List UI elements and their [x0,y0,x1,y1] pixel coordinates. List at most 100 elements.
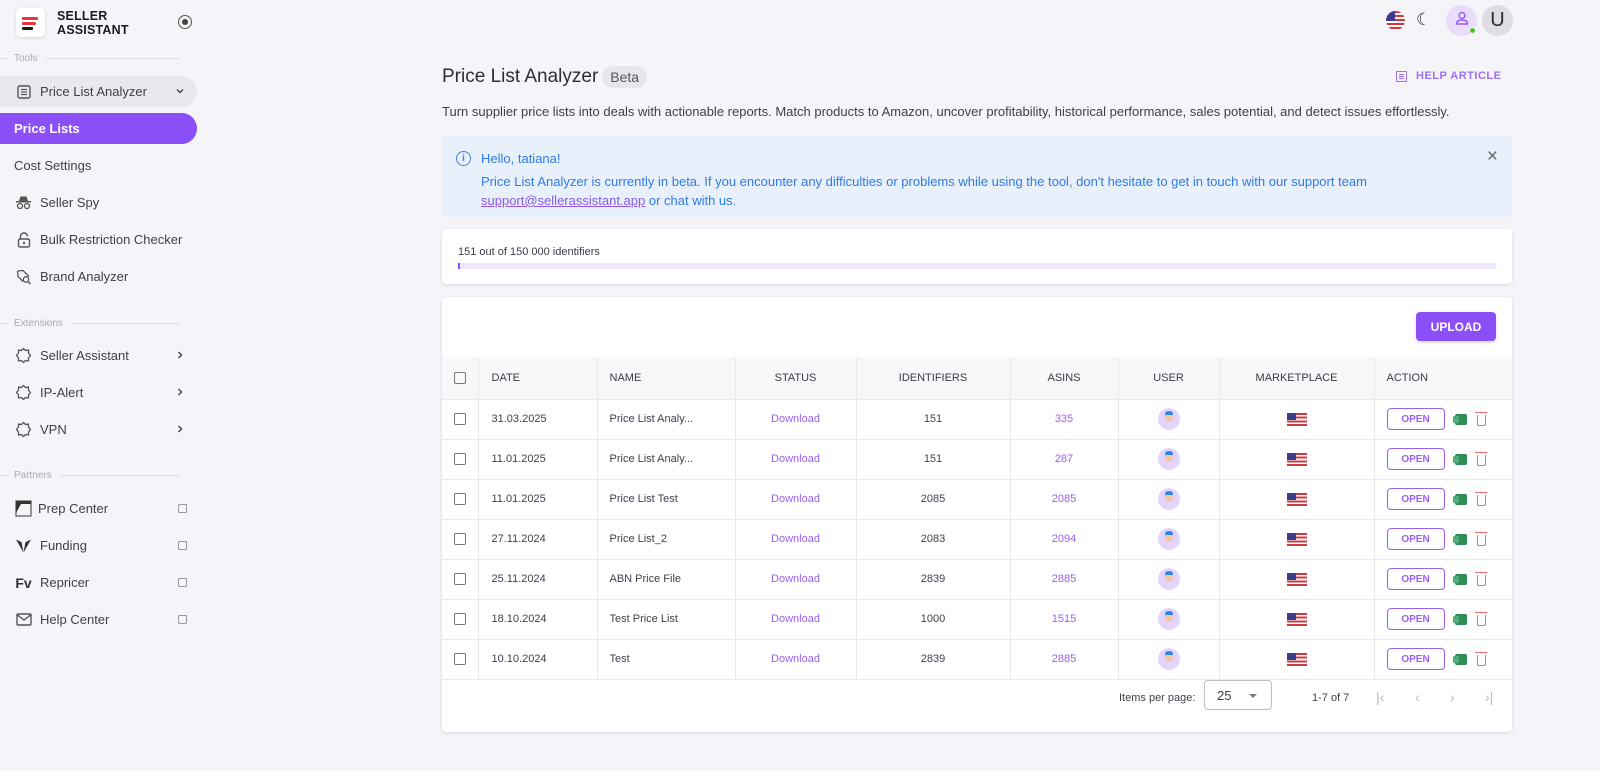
excel-export-icon[interactable] [1452,533,1467,545]
table-row: 27.11.2024 Price List_2 Download 2083 2094 OP… [442,519,1512,560]
row-select-cell [442,399,479,440]
sidebar-item-repricer[interactable]: Fv Repricer [0,567,197,598]
prev-page-icon[interactable]: ‹ [1415,689,1420,705]
open-button[interactable]: OPEN [1386,448,1445,470]
asins-link[interactable]: 2885 [1051,653,1077,665]
excel-export-icon[interactable] [1452,453,1467,465]
select-all-checkbox[interactable] [453,371,466,384]
open-button[interactable]: OPEN [1386,568,1445,590]
us-flag-language-icon[interactable] [1386,11,1405,30]
quota-text: 151 out of 150 000 identifiers [458,246,600,258]
sidebar-item-price-list-analyzer[interactable]: Price List Analyzer [0,76,197,107]
user-avatar-icon [1157,488,1180,510]
section-label-extensions: Extensions [14,318,63,329]
row-checkbox[interactable] [453,453,466,466]
asins-link[interactable]: 2094 [1051,533,1077,545]
sidebar-item-prep-center[interactable]: Prep Center [0,493,197,524]
delete-trash-icon[interactable] [1474,491,1487,506]
download-link[interactable]: Download [771,493,820,505]
sidebar-item-funding[interactable]: Funding [0,530,197,561]
row-checkbox[interactable] [453,493,466,506]
sidebar-item-seller-assistant-extension[interactable]: Seller Assistant [0,340,197,371]
support-email-link[interactable]: support@sellerassistant.app [481,193,646,208]
download-link[interactable]: Download [771,613,820,625]
sidebar-item-ip-alert[interactable]: IP-Alert [0,377,197,408]
column-header-action: ACTION [1374,357,1512,400]
status-cell: Download [735,559,857,600]
brand[interactable]: SELLER ASSISTANT [16,8,129,37]
last-page-icon[interactable]: ›| [1485,689,1494,705]
user-avatar-icon [1157,448,1180,470]
row-checkbox[interactable] [453,653,466,666]
identifiers-cell: 2083 [856,519,1011,560]
sidebar-item-seller-spy[interactable]: Seller Spy [0,187,197,218]
name-cell: Price List Analy... [597,439,736,480]
sidebar-pin-toggle-icon[interactable] [178,15,192,29]
row-checkbox[interactable] [453,413,466,426]
section-label-tools: Tools [14,53,38,64]
sidebar-item-cost-settings[interactable]: Cost Settings [14,158,92,173]
column-header-date[interactable]: DATE [478,357,598,400]
excel-export-icon[interactable] [1452,653,1467,665]
sidebar-item-price-lists[interactable]: Price Lists [0,113,197,144]
asins-link[interactable]: 2085 [1051,493,1077,505]
sidebar: SELLER ASSISTANT Tools Price List Analyz… [0,0,200,771]
open-button[interactable]: OPEN [1386,408,1445,430]
quota-progress-fill [458,263,461,269]
asins-link[interactable]: 335 [1054,413,1074,425]
brand-logo-icon [16,8,45,37]
download-link[interactable]: Download [771,453,820,465]
sidebar-item-bulk-restriction-checker[interactable]: Bulk Restriction Checker [0,224,197,255]
upload-button[interactable]: UPLOAD [1416,312,1496,341]
online-status-dot [1469,27,1476,34]
items-per-page-select[interactable]: 25 [1204,680,1272,710]
excel-export-icon[interactable] [1452,493,1467,505]
user-avatar[interactable]: U [1482,5,1513,36]
open-button[interactable]: OPEN [1386,648,1445,670]
user-cell [1118,439,1220,480]
download-link[interactable]: Download [771,573,820,585]
delete-trash-icon[interactable] [1474,651,1487,666]
puzzle-icon [15,421,32,438]
action-cell: OPEN [1374,599,1512,640]
sidebar-item-help-center[interactable]: Help Center [0,604,197,635]
first-page-icon[interactable]: |‹ [1376,689,1385,705]
status-cell: Download [735,599,857,640]
column-header-name[interactable]: NAME [597,357,736,400]
user-avatar-icon [1157,648,1180,670]
sidebar-item-brand-analyzer[interactable]: Brand Analyzer [0,261,197,292]
puzzle-icon [15,347,32,364]
delete-trash-icon[interactable] [1474,611,1487,626]
close-icon[interactable]: × [1486,146,1498,167]
delete-trash-icon[interactable] [1474,451,1487,466]
next-page-icon[interactable]: › [1450,689,1455,705]
excel-export-icon[interactable] [1452,613,1467,625]
asins-link[interactable]: 1515 [1051,613,1077,625]
column-header-marketplace: MARKETPLACE [1219,357,1375,400]
row-checkbox[interactable] [453,573,466,586]
quota-progress-bar [458,263,1496,269]
dark-mode-moon-icon[interactable]: ☾ [1416,10,1432,29]
marketplace-cell [1219,519,1375,560]
row-checkbox[interactable] [453,533,466,546]
open-button[interactable]: OPEN [1386,488,1445,510]
download-link[interactable]: Download [771,653,820,665]
external-link-icon [178,578,187,587]
excel-export-icon[interactable] [1452,573,1467,585]
help-article-link[interactable]: HELP ARTICLE [1396,70,1501,82]
delete-trash-icon[interactable] [1474,571,1487,586]
asins-link[interactable]: 2885 [1051,573,1077,585]
excel-export-icon[interactable] [1452,413,1467,425]
delete-trash-icon[interactable] [1474,531,1487,546]
asins-link[interactable]: 287 [1054,453,1074,465]
download-link[interactable]: Download [771,413,820,425]
status-cell: Download [735,399,857,440]
sidebar-item-vpn[interactable]: VPN [0,414,197,445]
open-button[interactable]: OPEN [1386,608,1445,630]
user-avatar-icon [1157,568,1180,590]
download-link[interactable]: Download [771,533,820,545]
delete-trash-icon[interactable] [1474,411,1487,426]
row-checkbox[interactable] [453,613,466,626]
open-button[interactable]: OPEN [1386,528,1445,550]
asins-cell: 2094 [1010,519,1119,560]
